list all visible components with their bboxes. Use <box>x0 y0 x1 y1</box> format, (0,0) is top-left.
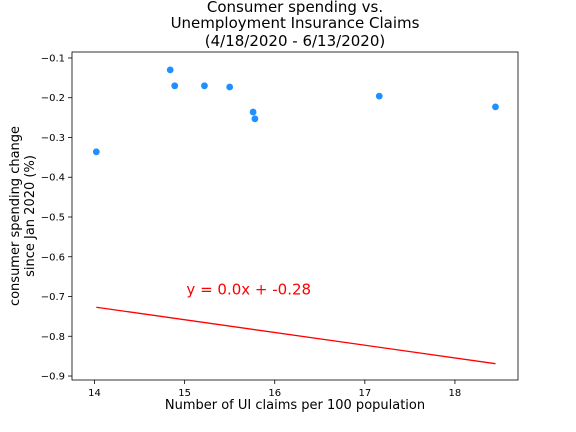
data-point <box>92 148 100 156</box>
chart-title-line-1: Consumer spending vs. <box>207 0 383 16</box>
x-tick-label: 16 <box>268 388 281 399</box>
x-tick-label: 15 <box>178 388 191 399</box>
x-tick-label: 18 <box>449 388 462 399</box>
data-point <box>201 82 208 90</box>
data-point <box>171 82 179 90</box>
x-tick-label: 17 <box>358 388 371 399</box>
y-tick-label: −0.9 <box>41 372 65 383</box>
data-point <box>251 115 259 123</box>
x-axis-label: Number of UI claims per 100 population <box>165 398 425 413</box>
regression-line-group <box>96 306 496 365</box>
data-point <box>249 108 257 116</box>
y-tick-label: −0.8 <box>41 332 65 343</box>
scatter-points <box>92 66 499 156</box>
y-axis-ticks: −0.1 −0.2 −0.3 −0.4 −0.5 −0.6 −0.7 −0.8 −0.9 <box>41 53 72 383</box>
y-tick-label: −0.6 <box>41 252 65 263</box>
y-axis-label-line-1: consumer spending change <box>8 126 23 306</box>
y-axis-label-line-2: since Jan 2020 (%) <box>23 155 38 277</box>
data-point <box>492 103 499 111</box>
chart-title-line-2: Unemployment Insurance Claims <box>171 14 420 32</box>
y-tick-label: −0.7 <box>41 292 65 303</box>
y-tick-label: −0.2 <box>41 93 65 104</box>
regression-line <box>96 306 496 365</box>
y-tick-label: −0.3 <box>41 133 65 144</box>
y-tick-label: −0.4 <box>41 173 65 184</box>
data-point <box>166 66 174 74</box>
regression-equation-label: y = 0.0x + -0.28 <box>186 281 311 299</box>
x-tick-label: 14 <box>88 388 101 399</box>
y-tick-label: −0.5 <box>41 212 65 223</box>
x-axis-ticks: 14 15 16 17 18 <box>88 380 461 399</box>
chart-title-line-3: (4/18/2020 - 6/13/2020) <box>205 32 385 50</box>
plot-area-frame <box>71 51 519 381</box>
y-tick-label: −0.1 <box>41 53 65 64</box>
data-point <box>375 92 383 100</box>
data-point <box>226 83 234 91</box>
